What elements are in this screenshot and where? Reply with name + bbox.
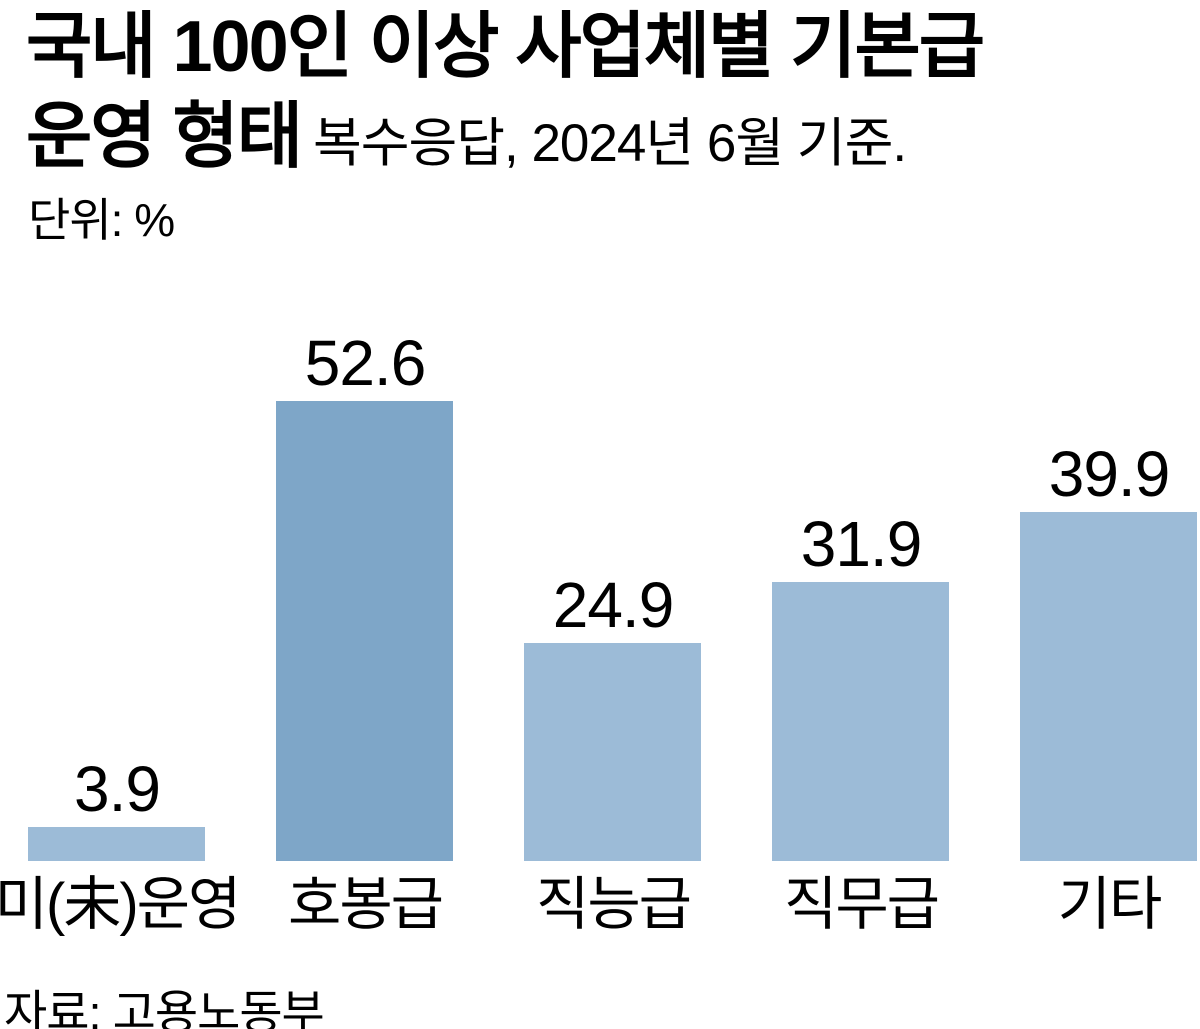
bar-category-label: 직무급 — [783, 872, 940, 937]
unit-label: 단위: % — [28, 194, 175, 246]
source-note: 자료: 고용노동부 — [4, 986, 325, 1029]
bar-category-label: 호봉급 — [287, 872, 444, 937]
bar-기타 — [1020, 512, 1197, 861]
page-title-line2-row: 운영 형태 복수응답, 2024년 6월 기준. — [26, 92, 983, 189]
page-title-line2: 운영 형태 — [26, 97, 303, 177]
bar-직무급 — [772, 582, 949, 861]
bar-category-label: 직능급 — [535, 872, 692, 937]
bar-value-label: 24.9 — [552, 569, 675, 641]
bar-value-label: 52.6 — [304, 327, 427, 399]
page-title-line1: 국내 100인 이상 사업체별 기본급 — [26, 7, 985, 87]
bar-category-label: 기타 — [1057, 872, 1163, 937]
bar-category-label: 미(未)운영 — [0, 872, 241, 937]
bar-호봉급 — [276, 401, 453, 861]
title-block: 국내 100인 이상 사업체별 기본급 운영 형태 복수응답, 2024년 6월 … — [26, 2, 985, 189]
chart-subtitle: 복수응답, 2024년 6월 기준. — [312, 114, 907, 173]
bar-value-label: 39.9 — [1048, 438, 1171, 510]
bar-value-label: 31.9 — [800, 508, 923, 580]
bar-직능급 — [524, 643, 701, 861]
bar-미(未)운영 — [28, 827, 205, 861]
bar-value-label: 3.9 — [74, 753, 161, 825]
